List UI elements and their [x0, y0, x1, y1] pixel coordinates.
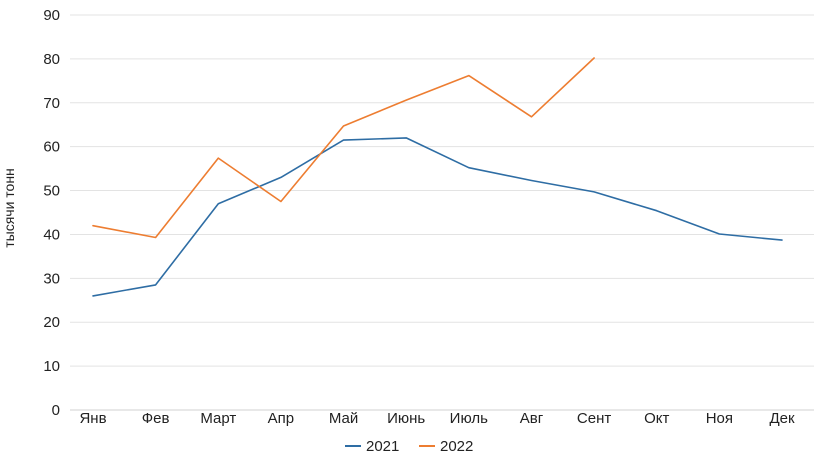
- y-tick-label: 50: [43, 183, 60, 200]
- x-tick-label: Июль: [450, 410, 488, 427]
- x-tick-label: Фев: [142, 410, 170, 427]
- x-tick-label: Янв: [79, 410, 106, 427]
- y-tick-label: 20: [43, 314, 60, 331]
- x-tick-label: Март: [200, 410, 236, 427]
- x-tick-label: Дек: [769, 410, 795, 427]
- legend-label-2022: 2022: [440, 438, 473, 455]
- y-axis-label: тысячи тонн: [1, 168, 17, 248]
- y-tick-label: 60: [43, 139, 60, 156]
- y-tick-label: 70: [43, 95, 60, 112]
- x-tick-label: Сент: [577, 410, 611, 427]
- x-tick-labels: Янв Фев Март Апр Май Июнь Июль Авг Сент Окт Ноя Дек: [79, 410, 795, 427]
- x-tick-label: Ноя: [706, 410, 733, 427]
- legend-label-2021: 2021: [366, 438, 399, 455]
- y-tick-label: 0: [52, 402, 60, 419]
- y-tick-label: 90: [43, 7, 60, 24]
- series-line-2022: [92, 57, 595, 239]
- legend: 2021 2022: [345, 438, 473, 455]
- x-tick-label: Окт: [644, 410, 669, 427]
- series-lines: [92, 57, 783, 297]
- y-tick-label: 10: [43, 358, 60, 375]
- y-tick-label: 30: [43, 270, 60, 287]
- x-tick-label: Май: [329, 410, 358, 427]
- x-tick-label: Июнь: [387, 410, 425, 427]
- y-tick-label: 40: [43, 226, 60, 243]
- gridlines: [70, 14, 814, 411]
- y-tick-label: 80: [43, 51, 60, 68]
- x-tick-label: Апр: [268, 410, 294, 427]
- series-line-2021: [92, 137, 783, 297]
- x-tick-label: Авг: [520, 410, 544, 427]
- y-tick-labels: 0 10 20 30 40 50 60 70 80 90: [43, 7, 60, 419]
